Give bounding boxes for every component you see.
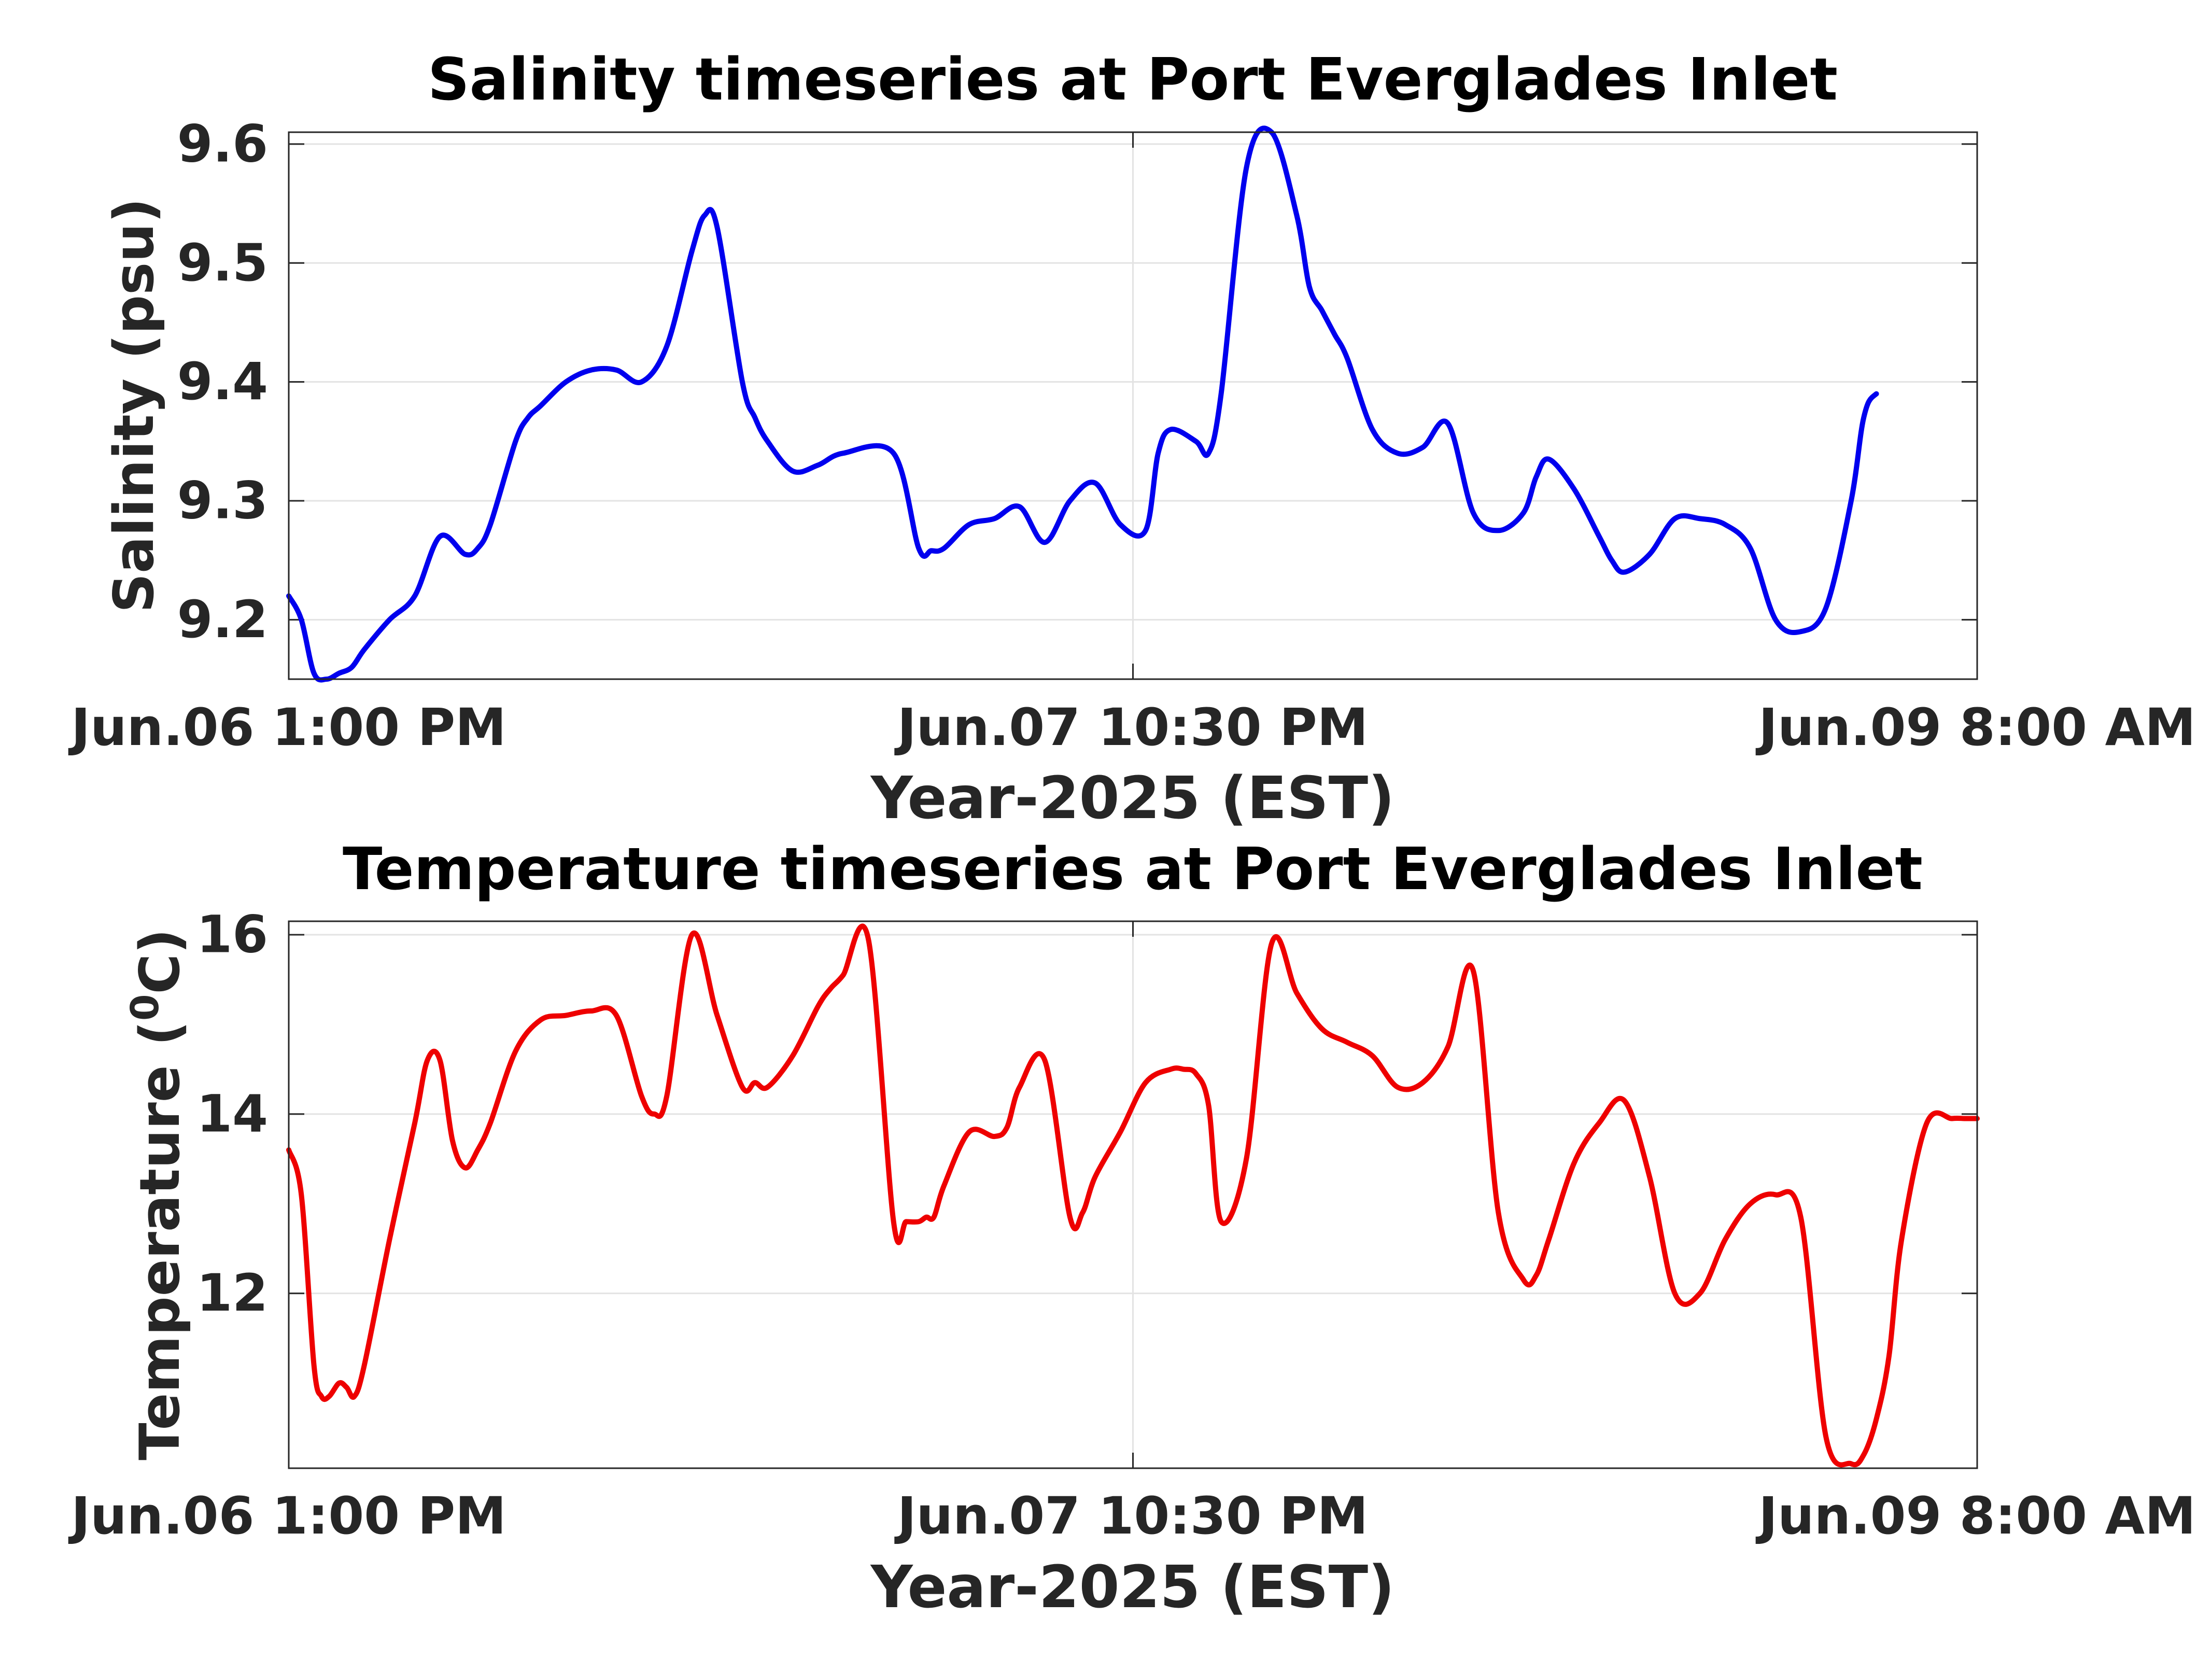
- temperature-y-axis-label: Temperature (0C): [123, 929, 192, 1460]
- temperature-x-axis-label: Year-2025 (EST): [870, 1554, 1395, 1621]
- temperature-y-tick-label: 12: [196, 1263, 268, 1323]
- salinity-y-tick-label: 9.3: [177, 471, 268, 530]
- temperature-chart: Temperature timeseries at Port Everglade…: [68, 836, 2195, 1621]
- temperature-grid: [289, 921, 1977, 1468]
- salinity-series-line: [286, 125, 1879, 683]
- salinity-grid: [289, 132, 1977, 679]
- salinity-x-tick-label: Jun.09 8:00 AM: [1755, 698, 2195, 757]
- temperature-x-tick-label: Jun.06 1:00 PM: [68, 1486, 506, 1546]
- temperature-y-label-end: C): [128, 929, 192, 994]
- temperature-y-label-superscript: 0: [123, 994, 167, 1021]
- salinity-axes-box: [288, 131, 1978, 680]
- salinity-chart: Salinity timeseries at Port Everglades I…: [68, 46, 2195, 832]
- salinity-x-tick-labels: Jun.06 1:00 PM Jun.07 10:30 PM Jun.09 8:…: [68, 698, 2195, 757]
- temperature-y-tick-label: 16: [196, 905, 268, 964]
- temperature-y-tick-label: 14: [196, 1084, 268, 1144]
- temperature-y-tick-labels: 12 14 16: [196, 905, 268, 1323]
- salinity-x-tick-label: Jun.07 10:30 PM: [894, 698, 1368, 757]
- temperature-x-tick-label: Jun.07 10:30 PM: [894, 1486, 1368, 1546]
- salinity-y-tick-labels: 9.2 9.3 9.4 9.5 9.6: [177, 114, 268, 649]
- salinity-chart-title: Salinity timeseries at Port Everglades I…: [428, 46, 1838, 114]
- temperature-y-label-main: Temperature (: [128, 1021, 192, 1460]
- salinity-x-axis-label: Year-2025 (EST): [870, 765, 1395, 832]
- salinity-y-tick-label: 9.4: [177, 352, 268, 412]
- salinity-x-tick-label: Jun.06 1:00 PM: [68, 698, 506, 757]
- salinity-y-tick-label: 9.6: [177, 114, 268, 174]
- salinity-y-tick-label: 9.2: [177, 590, 268, 650]
- temperature-x-tick-label: Jun.09 8:00 AM: [1755, 1486, 2195, 1546]
- temperature-x-tick-labels: Jun.06 1:00 PM Jun.07 10:30 PM Jun.09 8:…: [68, 1486, 2195, 1546]
- temperature-series-line: [286, 923, 1980, 1468]
- salinity-y-tick-label: 9.5: [177, 233, 268, 293]
- temperature-chart-title: Temperature timeseries at Port Everglade…: [343, 836, 1923, 903]
- temperature-axes-box: [288, 920, 1978, 1469]
- salinity-y-axis-label: Salinity (psu): [102, 198, 166, 613]
